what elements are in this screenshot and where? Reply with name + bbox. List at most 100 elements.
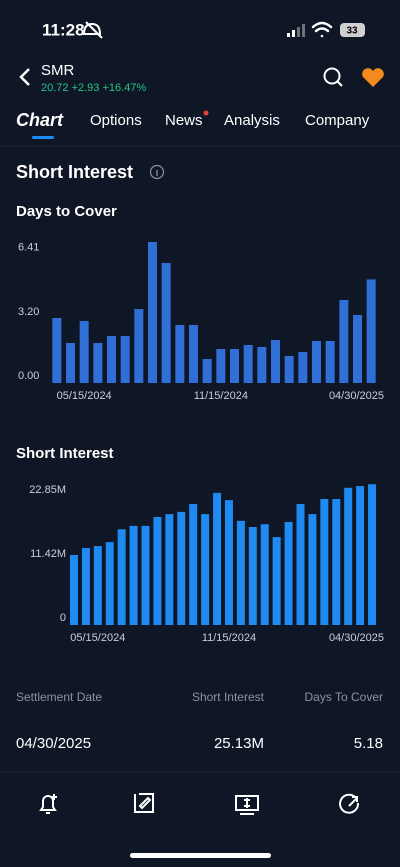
table-cell: 25.13M <box>214 735 264 752</box>
bar <box>165 514 174 625</box>
bar <box>189 504 198 625</box>
table-cell: 04/30/2025 <box>16 735 91 752</box>
battery-icon <box>340 23 365 37</box>
x-tick-label: 04/30/2025 <box>329 390 384 402</box>
bar <box>243 345 253 383</box>
bar <box>271 340 280 383</box>
x-tick-label: 11/15/2024 <box>194 390 248 402</box>
note-button[interactable] <box>134 793 154 813</box>
y-tick-label: 0 <box>60 612 66 624</box>
bar <box>224 500 233 625</box>
table-header: Days To Cover <box>305 690 383 704</box>
bar <box>105 542 114 625</box>
y-tick-label: 3.20 <box>18 306 39 318</box>
bar <box>189 325 198 383</box>
bar <box>366 279 376 383</box>
chart-title: Short Interest <box>16 445 114 462</box>
bar <box>325 341 335 383</box>
bar <box>284 356 294 383</box>
signal-icon <box>287 24 305 37</box>
bar <box>320 499 329 625</box>
bar <box>175 325 185 383</box>
x-tick-label: 05/15/2024 <box>70 632 125 644</box>
bar <box>296 504 305 625</box>
bar <box>248 527 257 625</box>
back-button[interactable] <box>19 68 30 86</box>
bar <box>284 521 293 625</box>
bar <box>230 349 239 383</box>
trade-button[interactable] <box>235 795 259 815</box>
home-indicator <box>130 853 271 858</box>
alert-button[interactable] <box>39 794 57 814</box>
bar <box>93 546 102 625</box>
bar <box>129 525 138 625</box>
bar <box>120 336 130 383</box>
bar <box>134 309 144 383</box>
mute-icon <box>82 21 103 39</box>
battery-level: 33 <box>346 26 358 37</box>
y-tick-label: 22.85M <box>29 484 66 496</box>
bar <box>213 492 222 625</box>
table-header: Settlement Date <box>16 690 102 704</box>
ticker-symbol: SMR <box>41 62 75 79</box>
bar <box>257 347 267 383</box>
bar <box>298 352 308 383</box>
bar <box>66 343 75 383</box>
section-title: Short Interest <box>16 162 133 182</box>
y-tick-label: 6.41 <box>18 242 39 254</box>
tab-chart[interactable]: Chart <box>16 110 64 130</box>
y-tick-label: 11.42M <box>30 548 66 560</box>
tab-options[interactable]: Options <box>90 112 142 129</box>
bar <box>356 486 365 625</box>
quote: 20.72 +2.93 +16.47% <box>41 82 146 94</box>
favorite-button[interactable] <box>362 68 384 87</box>
news-badge <box>203 110 209 116</box>
bar <box>368 484 377 625</box>
bar <box>272 537 281 625</box>
y-tick-label: 0.00 <box>18 370 39 382</box>
bar <box>153 516 162 625</box>
bar <box>141 525 150 625</box>
bar <box>148 242 157 383</box>
bar <box>260 524 269 625</box>
bar <box>332 499 341 625</box>
bar <box>339 300 349 383</box>
bar <box>202 359 212 383</box>
x-tick-label: 11/15/2024 <box>202 632 256 644</box>
info-icon[interactable] <box>149 164 165 180</box>
x-tick-label: 05/15/2024 <box>57 390 112 402</box>
tab-company[interactable]: Company <box>305 112 370 129</box>
search-icon <box>323 67 341 85</box>
bar <box>201 514 210 625</box>
bar <box>216 349 226 383</box>
search-button[interactable] <box>323 67 343 87</box>
bar <box>236 520 245 625</box>
bar <box>344 487 353 625</box>
tab-analysis[interactable]: Analysis <box>224 112 280 129</box>
bar <box>79 321 89 383</box>
bar <box>308 514 317 625</box>
bar <box>312 341 321 383</box>
bar <box>93 343 103 383</box>
search-icon-handle <box>336 80 343 87</box>
share-button[interactable] <box>339 793 360 814</box>
bar <box>69 555 78 625</box>
bar <box>177 511 186 625</box>
clock: 11:28 <box>42 20 85 39</box>
bar <box>52 318 62 383</box>
wifi-icon <box>311 21 333 38</box>
table-header: Short Interest <box>192 690 265 704</box>
bar <box>107 336 116 383</box>
table-cell: 5.18 <box>354 735 383 752</box>
chart-title: Days to Cover <box>16 203 117 220</box>
bar <box>81 548 90 625</box>
tab-news[interactable]: News <box>165 112 203 129</box>
x-tick-label: 04/30/2025 <box>329 632 384 644</box>
bar <box>353 315 362 383</box>
bar <box>161 263 171 383</box>
bar <box>117 529 126 625</box>
tab-indicator <box>32 136 54 139</box>
